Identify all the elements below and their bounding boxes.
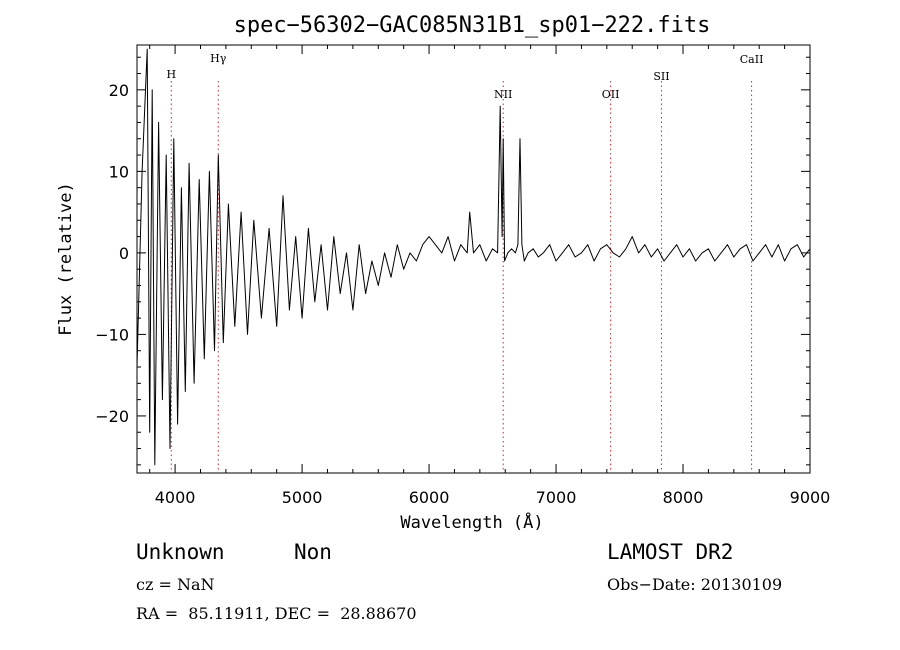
line-label: NII <box>494 88 512 101</box>
line-label: CaII <box>740 53 764 66</box>
x-tick-label: 6000 <box>409 488 450 507</box>
line-label: SII <box>653 70 669 83</box>
axes: 4000 5000 6000 7000 8000 9000 −20 −10 0 10 20 <box>95 45 830 507</box>
redshift-value: cz = NaN <box>136 575 215 594</box>
emission-line-markers: H Hγ NII OII SII CaII <box>166 52 763 473</box>
x-tick-label: 5000 <box>282 488 323 507</box>
coordinates: RA = 85.11911, DEC = 28.88670 <box>136 604 417 623</box>
line-label: Hγ <box>210 52 227 65</box>
y-tick-label: 0 <box>119 244 129 263</box>
x-axis-label: Wavelength (Å) <box>400 511 543 533</box>
spectrum-line <box>136 48 811 466</box>
x-tick-label: 7000 <box>536 488 577 507</box>
x-tick-label: 4000 <box>155 488 196 507</box>
y-tick-label: −20 <box>95 407 129 426</box>
y-axis-label: Flux (relative) <box>56 182 76 336</box>
y-tick-label: 10 <box>109 162 129 181</box>
survey-name: LAMOST DR2 <box>607 540 734 564</box>
object-subclass: Non <box>294 540 332 564</box>
line-label: OII <box>602 88 620 101</box>
line-label: H <box>166 68 176 81</box>
y-tick-label: −10 <box>95 325 129 344</box>
plot-frame <box>136 44 811 474</box>
chart-title: spec−56302−GAC085N31B1_sp01−222.fits <box>234 13 711 38</box>
y-tick-label: 20 <box>109 81 129 100</box>
x-tick-label: 9000 <box>790 488 831 507</box>
observation-date: Obs−Date: 20130109 <box>607 575 783 594</box>
x-tick-label: 8000 <box>663 488 704 507</box>
object-class: Unknown <box>136 540 225 564</box>
